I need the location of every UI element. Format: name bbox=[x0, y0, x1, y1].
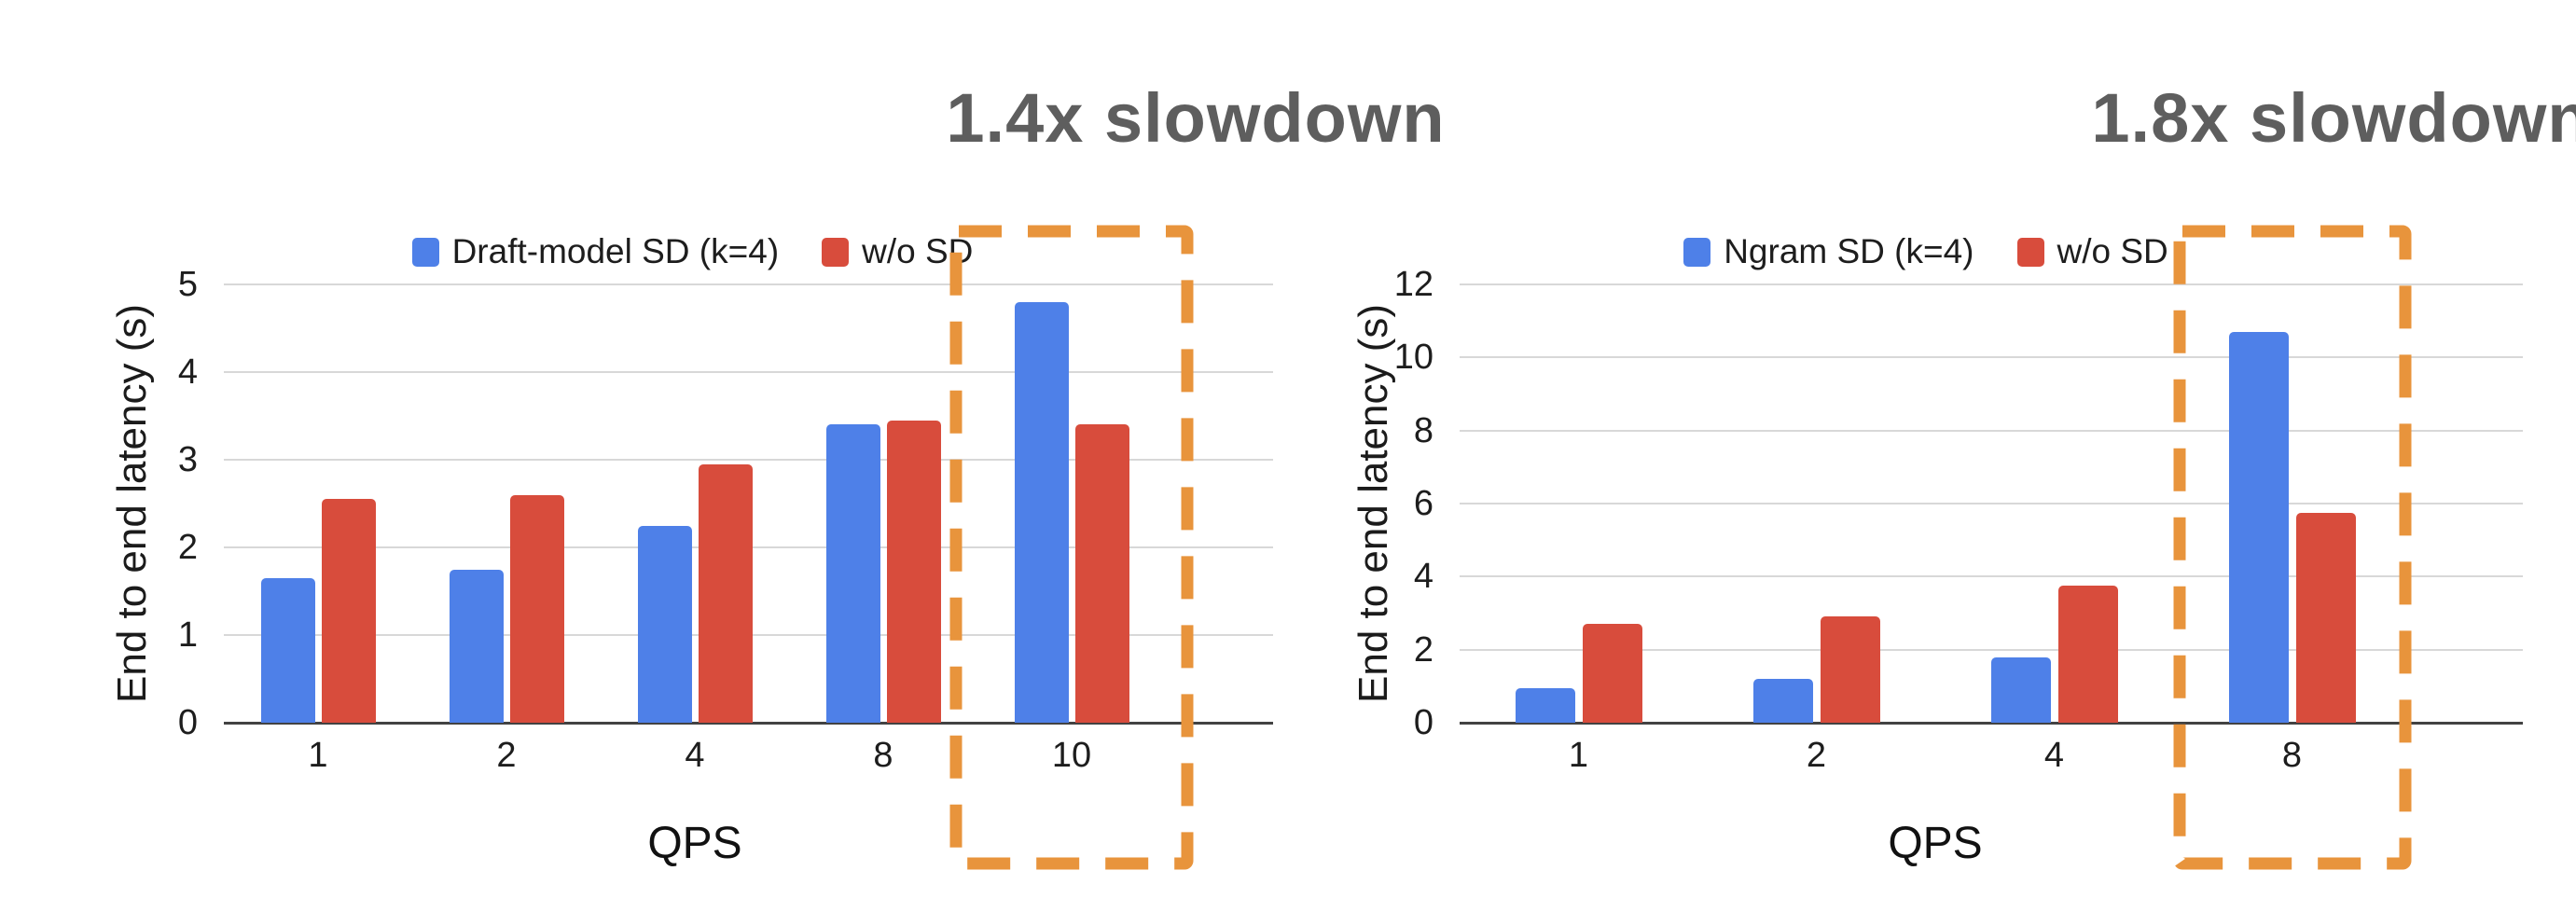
bar-groups bbox=[224, 284, 1166, 723]
y-tick-label: 4 bbox=[1413, 557, 1433, 597]
gridline bbox=[1460, 429, 2523, 432]
gridline bbox=[1460, 283, 2523, 285]
bar-blue-qps-10 bbox=[1014, 301, 1069, 723]
x-tick-label: 4 bbox=[2043, 736, 2065, 775]
x-axis-line bbox=[1460, 721, 2523, 725]
x-axis-line bbox=[224, 721, 1273, 725]
y-axis-ticks: 0 1 2 3 4 5 bbox=[153, 265, 211, 742]
gridline bbox=[1460, 356, 2523, 359]
legend-swatch-blue-icon bbox=[1683, 237, 1711, 267]
bar-blue-qps-2 bbox=[1752, 679, 1813, 723]
bar-red-qps-4 bbox=[2057, 586, 2118, 723]
bar-group-qps-4 bbox=[601, 284, 789, 723]
y-tick-label: 2 bbox=[1413, 629, 1433, 670]
gridline bbox=[1460, 575, 2523, 578]
bar-red-qps-1 bbox=[1582, 624, 1642, 723]
legend: Ngram SD (k=4) w/o SD bbox=[1329, 232, 2523, 271]
y-tick-label: 2 bbox=[177, 528, 198, 567]
bar-groups bbox=[1460, 284, 2411, 723]
bar-group-qps-4 bbox=[1935, 284, 2173, 723]
y-tick-label: 1 bbox=[177, 615, 198, 655]
legend-item: Draft-model SD (k=4) bbox=[411, 232, 780, 271]
x-tick-label: 1 bbox=[1568, 736, 1589, 775]
bar-red-qps-8 bbox=[2295, 512, 2356, 723]
x-tick-label: 10 bbox=[1051, 736, 1092, 775]
y-axis-ticks: 0 2 4 6 8 10 12 bbox=[1389, 265, 1447, 742]
y-tick-label: 0 bbox=[177, 703, 198, 742]
x-tick-label: 2 bbox=[1806, 736, 1827, 775]
gridline bbox=[224, 371, 1273, 373]
legend-label: w/o SD bbox=[862, 232, 974, 270]
bar-blue-qps-4 bbox=[1990, 656, 2051, 723]
legend-swatch-blue-icon bbox=[411, 237, 439, 267]
bar-blue-qps-1 bbox=[260, 577, 315, 723]
bar-group-qps-10 bbox=[977, 284, 1166, 723]
bar-red-qps-10 bbox=[1074, 424, 1129, 723]
slowdown-annotation-left: 1.4x slowdown bbox=[946, 79, 1446, 157]
y-tick-label: 6 bbox=[1413, 484, 1433, 523]
x-tick-label: 8 bbox=[2281, 736, 2303, 775]
y-tick-label: 0 bbox=[1413, 703, 1433, 742]
gridline bbox=[224, 459, 1273, 461]
bar-group-qps-2 bbox=[412, 284, 601, 723]
y-tick-label: 8 bbox=[1413, 410, 1433, 450]
bar-group-qps-1 bbox=[224, 284, 412, 723]
legend-label: Draft-model SD (k=4) bbox=[451, 232, 780, 270]
legend-item: w/o SD bbox=[822, 232, 973, 271]
left-chart-panel: Draft-model SD (k=4) w/o SD End to end la… bbox=[109, 219, 1273, 886]
bar-blue-qps-1 bbox=[1515, 687, 1575, 723]
legend-swatch-red-icon bbox=[822, 237, 850, 267]
x-tick-label: 1 bbox=[308, 736, 328, 775]
legend-label: w/o SD bbox=[2057, 232, 2168, 270]
x-tick-label: 8 bbox=[873, 736, 893, 775]
x-axis-title: QPS bbox=[1888, 819, 1983, 868]
bar-blue-qps-2 bbox=[449, 569, 504, 723]
x-axis-ticks: 1 2 4 8 10 bbox=[224, 736, 1166, 776]
legend-item: w/o SD bbox=[2016, 232, 2168, 271]
gridline bbox=[1460, 648, 2523, 651]
legend: Draft-model SD (k=4) w/o SD bbox=[112, 232, 1273, 271]
bar-group-qps-8 bbox=[2173, 284, 2411, 723]
right-chart-panel: Ngram SD (k=4) w/o SD End to end latency … bbox=[1329, 219, 2523, 886]
x-tick-label: 2 bbox=[496, 736, 517, 775]
legend-item: Ngram SD (k=4) bbox=[1683, 232, 1974, 271]
slowdown-annotation-right: 1.8x slowdown bbox=[2091, 79, 2576, 157]
bar-group-qps-1 bbox=[1460, 284, 1697, 723]
bar-blue-qps-8 bbox=[825, 424, 880, 723]
y-tick-label: 12 bbox=[1393, 265, 1433, 304]
y-tick-label: 3 bbox=[177, 440, 198, 479]
x-axis-ticks: 1 2 4 8 bbox=[1460, 736, 2411, 776]
legend-swatch-red-icon bbox=[2016, 237, 2044, 267]
bar-blue-qps-8 bbox=[2228, 331, 2289, 723]
y-tick-label: 5 bbox=[177, 265, 198, 304]
bar-red-qps-8 bbox=[886, 420, 941, 723]
x-tick-label: 4 bbox=[685, 736, 705, 775]
bar-red-qps-1 bbox=[321, 499, 376, 723]
y-axis-title: End to end latency (s) bbox=[109, 304, 155, 704]
bar-blue-qps-4 bbox=[637, 525, 692, 723]
gridline bbox=[1460, 503, 2523, 504]
y-tick-label: 10 bbox=[1393, 338, 1433, 378]
bar-group-qps-8 bbox=[789, 284, 977, 723]
legend-label: Ngram SD (k=4) bbox=[1724, 232, 1974, 270]
bar-red-qps-4 bbox=[698, 463, 753, 723]
x-axis-title: QPS bbox=[647, 819, 742, 868]
y-tick-label: 4 bbox=[177, 352, 198, 392]
bar-group-qps-2 bbox=[1697, 284, 1935, 723]
plot-area bbox=[1460, 283, 2523, 725]
bar-red-qps-2 bbox=[1820, 616, 1880, 723]
gridline bbox=[224, 283, 1273, 285]
bar-red-qps-2 bbox=[509, 494, 564, 723]
